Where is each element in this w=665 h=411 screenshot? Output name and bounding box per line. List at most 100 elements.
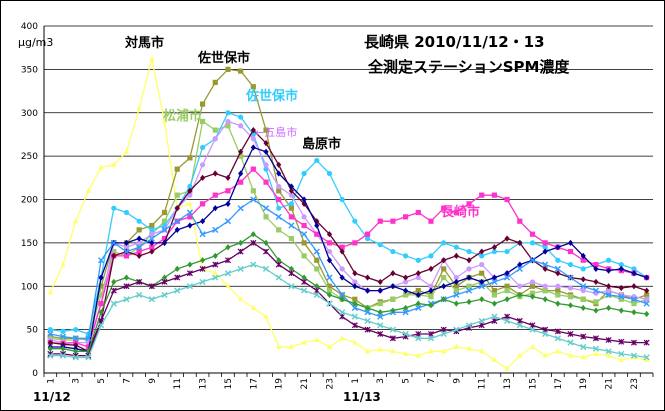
data-point <box>262 265 270 272</box>
data-point <box>276 170 282 177</box>
data-point <box>314 231 320 237</box>
data-point <box>364 231 371 237</box>
data-point <box>174 192 180 198</box>
data-point <box>263 148 269 155</box>
data-point <box>186 209 194 216</box>
x-tick-label: 3 <box>72 378 82 384</box>
x-tick-label: 19 <box>579 378 589 390</box>
data-point <box>238 239 244 246</box>
data-point <box>275 213 282 220</box>
data-point <box>491 192 498 198</box>
data-point <box>123 244 130 250</box>
x-tick-label: 5 <box>402 378 412 384</box>
data-point <box>593 278 599 286</box>
data-point <box>351 313 358 320</box>
data-point <box>529 257 536 264</box>
data-point <box>630 296 638 303</box>
data-point <box>148 283 155 290</box>
data-point <box>187 261 193 268</box>
data-point <box>212 274 219 281</box>
data-point <box>427 335 435 342</box>
data-point <box>123 209 130 216</box>
data-point <box>250 239 257 246</box>
data-point <box>542 296 548 303</box>
data-point <box>542 330 549 338</box>
data-point <box>555 270 561 277</box>
data-point <box>580 283 587 290</box>
data-point <box>276 196 282 203</box>
data-point <box>644 356 650 362</box>
data-point <box>580 266 586 272</box>
data-point <box>491 287 498 294</box>
x-tick-label: 11 <box>478 378 488 389</box>
data-point <box>73 217 79 224</box>
data-point <box>276 205 282 211</box>
data-point <box>263 162 269 168</box>
y-tick-label: 50 <box>27 326 39 336</box>
data-point <box>567 248 574 255</box>
data-point <box>390 248 396 255</box>
data-point <box>364 304 371 312</box>
data-point <box>402 279 409 285</box>
data-point <box>212 270 218 276</box>
data-point <box>466 248 472 255</box>
data-point <box>567 330 574 337</box>
data-point <box>402 304 409 312</box>
series-line <box>50 129 647 353</box>
data-point <box>301 253 307 259</box>
data-point <box>415 270 421 277</box>
data-point <box>453 343 459 349</box>
data-point <box>466 298 472 305</box>
data-point <box>479 253 485 259</box>
data-point <box>377 218 383 224</box>
data-point <box>542 261 549 268</box>
data-point <box>377 278 383 286</box>
data-point <box>593 261 599 268</box>
data-point <box>339 244 345 250</box>
data-point <box>441 205 447 211</box>
data-point <box>174 166 180 172</box>
data-point <box>592 335 599 342</box>
data-point <box>351 322 358 329</box>
data-point <box>644 287 650 294</box>
data-point <box>580 304 586 312</box>
data-point <box>605 352 612 358</box>
data-point <box>161 239 168 246</box>
data-point <box>174 218 181 225</box>
data-point <box>441 240 447 246</box>
data-point <box>580 354 586 360</box>
data-point <box>238 153 244 159</box>
data-point <box>47 289 53 295</box>
data-point <box>212 79 218 85</box>
data-point <box>453 326 460 333</box>
data-point <box>199 174 206 181</box>
data-point <box>149 239 155 246</box>
data-point <box>136 240 142 246</box>
data-point <box>98 283 104 289</box>
y-tick-label: 0 <box>32 369 38 379</box>
data-point <box>466 266 472 272</box>
x-tick-label: 13 <box>503 378 513 389</box>
data-point <box>479 278 485 286</box>
data-point <box>111 161 117 167</box>
data-point <box>149 244 155 250</box>
x-tick-label: 21 <box>300 378 310 389</box>
data-point <box>199 201 206 207</box>
data-point <box>276 257 282 264</box>
data-point <box>517 261 523 268</box>
data-point <box>618 296 624 302</box>
data-point <box>225 118 231 125</box>
data-point <box>238 68 244 74</box>
data-point <box>326 300 333 307</box>
data-point <box>542 244 548 250</box>
data-point <box>592 287 600 294</box>
y-tick-label: 400 <box>21 22 38 32</box>
data-point <box>542 283 548 289</box>
data-point <box>491 278 498 286</box>
data-point <box>618 261 624 268</box>
data-point <box>529 279 536 285</box>
data-point <box>199 265 206 272</box>
data-point <box>326 248 333 255</box>
data-point <box>149 222 155 229</box>
data-point <box>110 287 117 294</box>
